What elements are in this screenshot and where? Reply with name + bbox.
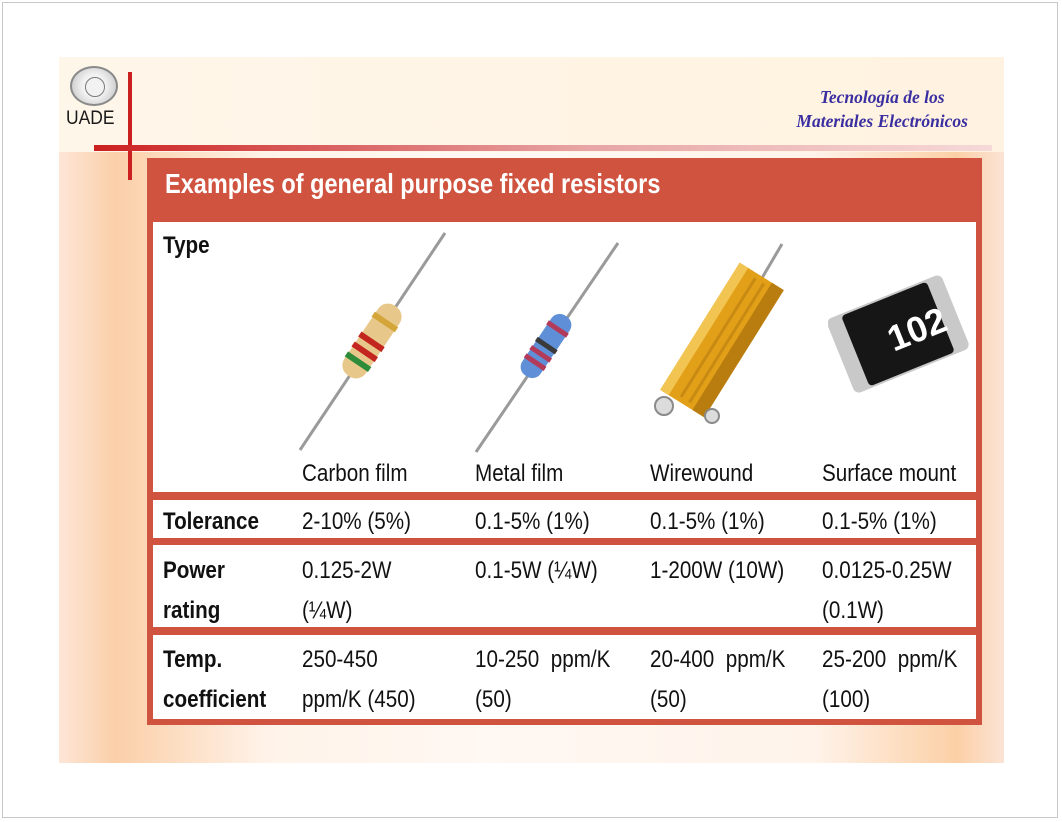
metal-film-resistor-image — [474, 242, 620, 453]
type-carbon-film: Carbon film — [302, 460, 408, 487]
power-rating-row — [153, 545, 976, 627]
table-title: Examples of general purpose fixed resist… — [165, 168, 661, 199]
temp-metal-film-line-1: 10-250 ppm/K — [475, 646, 611, 673]
tolerance-metal-film: 0.1-5% (1%) — [475, 508, 590, 535]
course-title-line-2: Materiales Electrónicos — [796, 111, 968, 131]
power-carbon-film-line-1: 0.125-2W — [302, 557, 392, 584]
power-surface-mount-line-1: 0.0125-0.25W — [822, 557, 952, 584]
tolerance-carbon-film: 2-10% (5%) — [302, 508, 411, 535]
temp-coefficient-row — [153, 635, 976, 719]
header-horizontal-rule — [94, 145, 992, 151]
power-wirewound: 1-200W (10W) — [650, 557, 785, 584]
type-surface-mount: Surface mount — [822, 460, 957, 487]
power-rating-label-line-1: Power — [163, 557, 225, 584]
surface-mount-resistor-image: 102 — [828, 275, 969, 393]
type-label: Type — [163, 232, 210, 259]
type-row — [153, 222, 976, 492]
carbon-film-resistor-image — [298, 232, 447, 451]
temp-carbon-film-line-1: 250-450 — [302, 646, 378, 673]
course-title-line-1: Tecnología de los — [819, 87, 945, 107]
temp-coefficient-label-line-1: Temp. — [163, 646, 223, 673]
course-title: Tecnología de los Materiales Electrónico… — [796, 85, 968, 133]
slide-header-area — [59, 57, 1004, 152]
header-vertical-rule — [128, 72, 132, 180]
temp-wirewound-line-1: 20-400 ppm/K — [650, 646, 786, 673]
wirewound-resistor-image — [654, 243, 784, 424]
temp-surface-mount-line-1: 25-200 ppm/K — [822, 646, 958, 673]
logo-text: UADE — [66, 108, 115, 129]
power-metal-film: 0.1-5W (¼W) — [475, 557, 598, 584]
temp-coefficient-label-line-2: coefficient — [163, 686, 267, 713]
tolerance-surface-mount: 0.1-5% (1%) — [822, 508, 937, 535]
temp-metal-film-line-2: (50) — [475, 686, 512, 713]
tolerance-row — [153, 500, 976, 538]
power-carbon-film-line-2: (¼W) — [302, 597, 353, 624]
tolerance-label: Tolerance — [163, 508, 259, 535]
temp-carbon-film-line-2: ppm/K (450) — [302, 686, 416, 713]
power-surface-mount-line-2: (0.1W) — [822, 597, 884, 624]
temp-wirewound-line-2: (50) — [650, 686, 687, 713]
temp-surface-mount-line-2: (100) — [822, 686, 871, 713]
type-wirewound: Wirewound — [650, 460, 754, 487]
type-metal-film: Metal film — [475, 460, 564, 487]
power-rating-label-line-2: rating — [163, 597, 221, 624]
university-seal-logo — [70, 66, 118, 106]
tolerance-wirewound: 0.1-5% (1%) — [650, 508, 765, 535]
